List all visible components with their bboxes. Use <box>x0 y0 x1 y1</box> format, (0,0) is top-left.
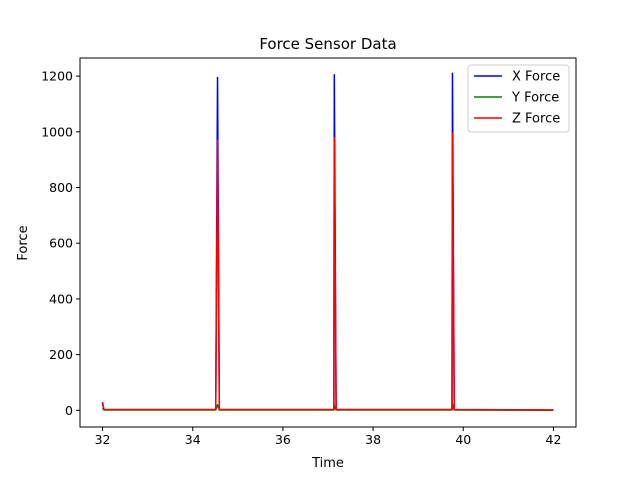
y-axis-ticks: 0 200 400 600 800 1000 1200 <box>41 69 80 418</box>
legend: X Force Y Force Z Force <box>467 64 570 133</box>
x-tick-label: 40 <box>455 432 471 447</box>
y-tick-label: 1200 <box>41 69 73 84</box>
x-tick-label: 38 <box>365 432 381 447</box>
x-tick-label: 32 <box>95 432 111 447</box>
y-axis-label: Force <box>16 225 31 260</box>
plot-frame <box>79 57 577 428</box>
legend-label: Y Force <box>511 91 559 106</box>
x-tick-label: 36 <box>275 432 291 447</box>
legend-label: Z Force <box>512 112 560 127</box>
legend-label: X Force <box>512 70 560 85</box>
y-tick-label: 800 <box>49 180 73 195</box>
y-tick-label: 400 <box>49 291 73 306</box>
y-tick-label: 0 <box>65 403 73 418</box>
x-tick-label: 34 <box>185 432 201 447</box>
x-axis-ticks: 32 34 36 38 40 42 <box>95 427 562 447</box>
x-tick-label: 42 <box>546 432 562 447</box>
chart-title: Force Sensor Data <box>259 35 396 53</box>
series-group <box>101 72 554 412</box>
y-tick-label: 200 <box>49 347 73 362</box>
y-tick-label: 600 <box>49 236 73 251</box>
series-line-z-force <box>101 132 554 411</box>
legend-box <box>467 64 570 133</box>
y-tick-label: 1000 <box>41 124 73 139</box>
x-axis-label: Time <box>311 456 344 471</box>
